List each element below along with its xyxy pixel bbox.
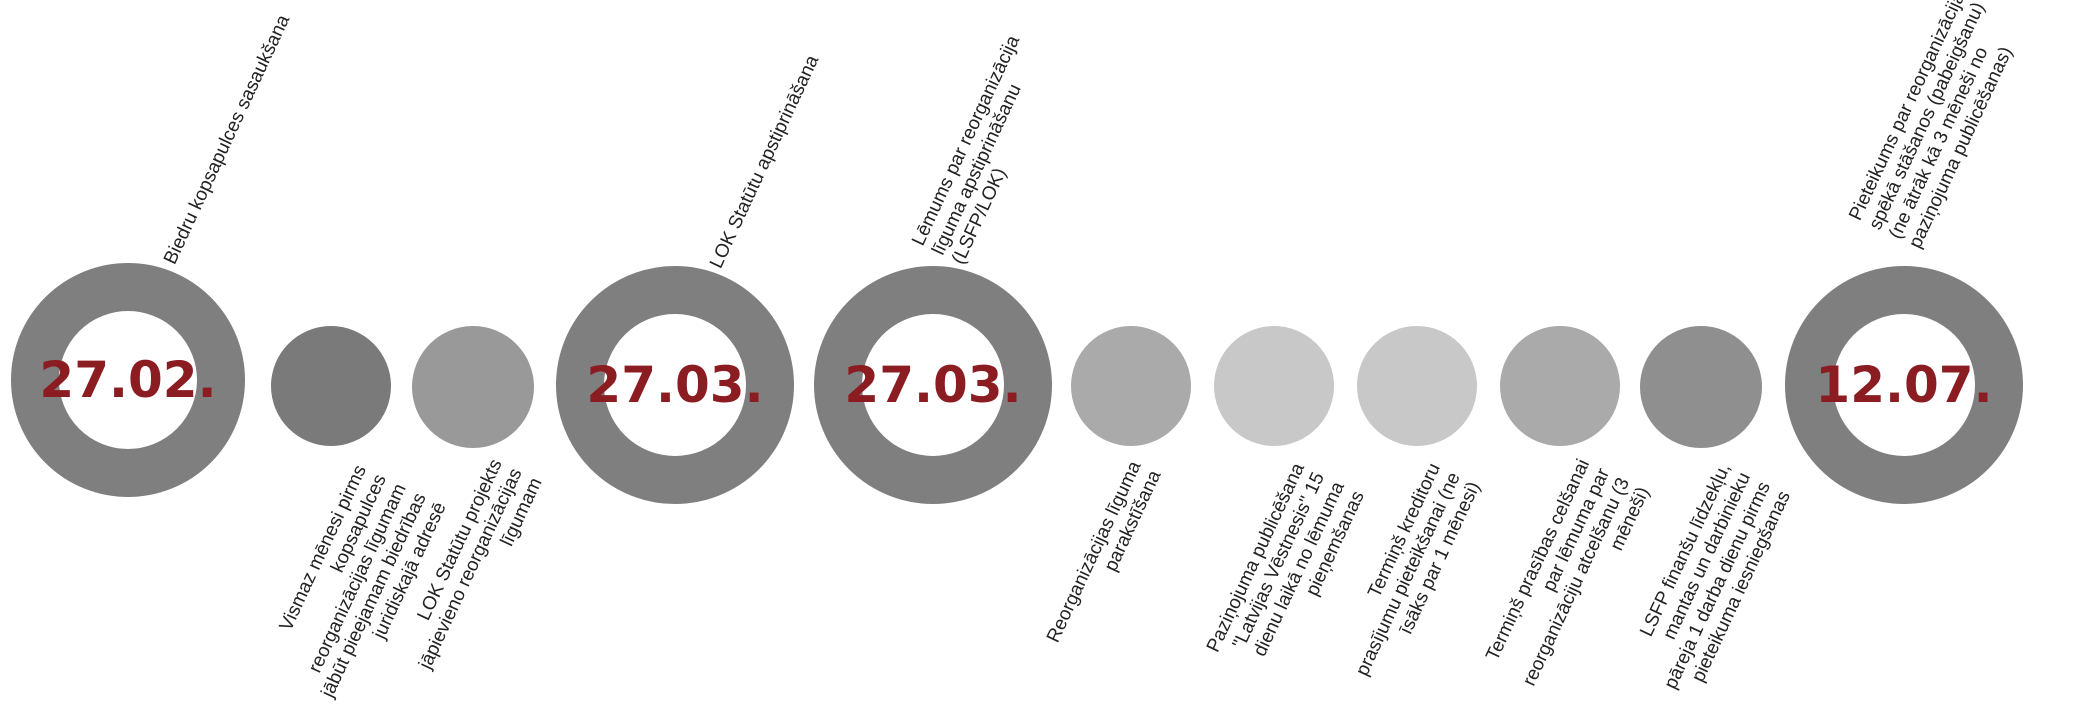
- milestone-date-1: 27.02.: [39, 351, 217, 409]
- milestone-ring-4: 12.07.: [1785, 266, 2023, 504]
- milestone-date-3: 27.03.: [844, 356, 1022, 414]
- step-dot-7: [1640, 326, 1762, 448]
- step-dot-4: [1214, 326, 1334, 446]
- milestone-label-1: Biedru kopsapulces sasaukšana: [160, 11, 295, 268]
- milestone-label-2: LOK Statūtu apstiprināšana: [706, 52, 824, 272]
- step-dot-6: [1500, 326, 1620, 446]
- milestone-ring-1: 27.02.: [11, 263, 245, 497]
- step-dot-3: [1071, 326, 1191, 446]
- milestone-label-3: Lēmums par reorganizācija līguma apstipr…: [908, 32, 1026, 268]
- step-dot-1: [271, 326, 391, 446]
- milestone-date-4: 12.07.: [1815, 356, 1993, 414]
- step-label-1: Vismaz mēnesi pirms kopsapulces reorgani…: [275, 462, 451, 701]
- milestone-ring-3: 27.03.: [814, 266, 1052, 504]
- step-dot-5: [1357, 326, 1477, 446]
- step-label-3: Reorganizācijas līguma parakstīšana: [1042, 458, 1165, 646]
- milestone-label-4: Pieteikums par reorganizācijas spēkā stā…: [1845, 0, 2017, 252]
- milestone-ring-2: 27.03.: [556, 266, 794, 504]
- step-dot-2: [412, 326, 534, 448]
- milestone-date-2: 27.03.: [586, 356, 764, 414]
